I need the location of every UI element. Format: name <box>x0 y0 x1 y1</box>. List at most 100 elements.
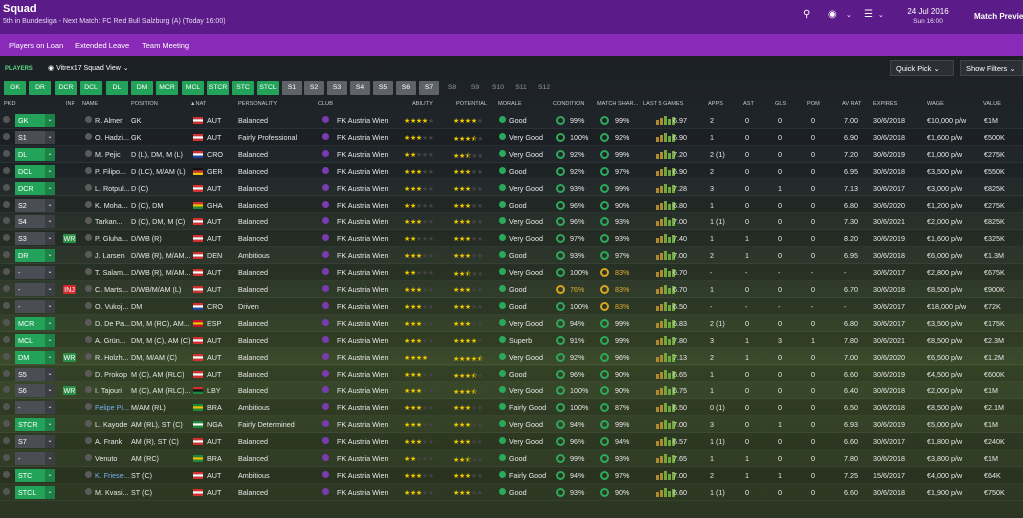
table-row[interactable]: DL ⌄ M. Pejic D (L), DM, M (L) CRO Balanced FK… <box>0 146 1023 163</box>
picked-indicator[interactable] <box>3 116 10 123</box>
table-row[interactable]: - ⌄ Felipe Pi... M/AM (RL) BRA Ambitious FK Au… <box>0 399 1023 417</box>
picked-indicator[interactable] <box>3 217 10 225</box>
column-header[interactable]: ▲NAT <box>190 101 207 107</box>
club-name[interactable]: FK Austria Wien <box>337 234 389 244</box>
player-name[interactable]: R. Almer <box>95 116 123 125</box>
club-name[interactable]: FK Austria Wien <box>337 437 389 447</box>
player-name[interactable]: D. De Pa... <box>95 318 131 328</box>
club-name[interactable]: FK Austria Wien <box>337 403 389 413</box>
player-name[interactable]: P. Filipo... <box>95 166 127 176</box>
selection-dropdown[interactable]: STCL ⌄ <box>15 485 55 499</box>
picked-indicator[interactable] <box>3 420 10 428</box>
filter-dr[interactable]: DR <box>29 81 51 95</box>
column-header[interactable]: ABILITY <box>412 101 433 107</box>
column-header[interactable]: MATCH SHAR... <box>597 101 639 107</box>
picked-indicator[interactable] <box>3 200 10 208</box>
player-name[interactable]: A. Grün... <box>95 335 126 345</box>
club-name[interactable]: FK Austria Wien <box>337 183 389 193</box>
player-info-icon[interactable] <box>85 200 92 208</box>
player-info-icon[interactable] <box>85 285 92 292</box>
club-name[interactable]: FK Austria Wien <box>337 318 389 328</box>
table-row[interactable]: MCL ⌄ A. Grün... DM, M (C), AM (C) AUT Balanc… <box>0 331 1023 349</box>
table-row[interactable]: S7 ⌄ A. Frank AM (R), ST (C) AUT Balanced FK A… <box>0 433 1023 450</box>
column-header[interactable]: CONDITION <box>553 101 585 107</box>
chevron-down-icon[interactable]: ⌄ <box>878 12 884 19</box>
club-name[interactable]: FK Austria Wien <box>337 335 389 345</box>
column-header[interactable]: EXPIRES <box>873 101 898 107</box>
club-name[interactable]: FK Austria Wien <box>337 470 389 480</box>
player-name[interactable]: O. Vukoj... <box>95 301 129 311</box>
picked-indicator[interactable] <box>3 183 10 191</box>
player-info-icon[interactable] <box>85 487 92 495</box>
table-row[interactable]: MCR ⌄ D. De Pa... DM, M (RC), AM... ESP Balan… <box>0 315 1023 332</box>
table-row[interactable]: S1 ⌄ O. Hadzi... GK AUT Fairly Professional FK… <box>0 128 1023 146</box>
selection-dropdown[interactable]: - ⌄ <box>15 283 55 296</box>
selection-dropdown[interactable]: S7 ⌄ <box>15 435 55 449</box>
column-header[interactable]: POSITION <box>131 101 158 107</box>
player-info-icon[interactable] <box>85 420 92 428</box>
selection-dropdown[interactable]: S1 ⌄ <box>15 130 55 144</box>
selection-dropdown[interactable]: STC ⌄ <box>15 468 55 482</box>
picked-indicator[interactable] <box>3 403 10 411</box>
picked-indicator[interactable] <box>3 369 10 377</box>
selection-dropdown[interactable]: GK ⌄ <box>15 114 55 127</box>
picked-indicator[interactable] <box>3 166 10 174</box>
player-info-icon[interactable] <box>85 149 92 157</box>
tab-team-meeting[interactable]: Team Meeting <box>142 41 190 50</box>
player-info-icon[interactable] <box>85 251 92 259</box>
selection-dropdown[interactable]: DCR ⌄ <box>15 181 55 195</box>
table-row[interactable]: S6 ⌄ WR I. Tajouri M (C), AM (RLC)... LBY Bala… <box>0 382 1023 400</box>
club-name[interactable]: FK Austria Wien <box>337 268 389 278</box>
picked-indicator[interactable] <box>3 285 10 292</box>
globe-icon[interactable]: ◉ <box>828 9 837 20</box>
picked-indicator[interactable] <box>3 234 10 242</box>
club-name[interactable]: FK Austria Wien <box>337 285 389 294</box>
table-row[interactable]: DCL ⌄ P. Filipo... D (LC), M/AM (L) GER Balan… <box>0 162 1023 180</box>
selection-dropdown[interactable]: STCR ⌄ <box>15 418 55 432</box>
club-name[interactable]: FK Austria Wien <box>337 217 389 227</box>
club-name[interactable]: FK Austria Wien <box>337 352 389 362</box>
show-filters-button[interactable]: Show Filters ⌄ <box>960 60 1023 76</box>
column-header[interactable]: AV RAT <box>842 101 862 107</box>
view-selector[interactable]: ◉ Vitrex17 Squad View ⌄ <box>48 65 129 72</box>
player-name[interactable]: P. Gluha... <box>95 234 129 244</box>
player-name[interactable]: Venuto <box>95 454 118 463</box>
player-info-icon[interactable] <box>85 470 92 478</box>
club-name[interactable]: FK Austria Wien <box>337 166 389 176</box>
filter-s8[interactable]: S8 <box>447 84 457 91</box>
selection-dropdown[interactable]: - ⌄ <box>15 401 55 415</box>
table-row[interactable]: - ⌄ T. Salam... D/WB (R), M/AM... AUT Balance… <box>0 264 1023 281</box>
filter-s6[interactable]: S6 <box>396 81 416 95</box>
filter-s7[interactable]: S7 <box>419 81 439 95</box>
player-name[interactable]: C. Marts... <box>95 285 129 294</box>
selection-dropdown[interactable]: S5 ⌄ <box>15 367 55 381</box>
menu-icon[interactable]: ☰ <box>864 9 873 20</box>
player-info-icon[interactable] <box>85 352 92 360</box>
selection-dropdown[interactable]: DM ⌄ <box>15 350 55 364</box>
table-row[interactable]: - ⌄ Venuto AM (RC) BRA Balanced FK Austria Wie… <box>0 450 1023 467</box>
player-info-icon[interactable] <box>85 234 92 242</box>
selection-dropdown[interactable]: - ⌄ <box>15 266 55 280</box>
picked-indicator[interactable] <box>3 149 10 157</box>
filter-s2[interactable]: S2 <box>304 81 324 95</box>
player-info-icon[interactable] <box>85 335 92 343</box>
filter-s11[interactable]: S11 <box>515 84 527 91</box>
filter-dm[interactable]: DM <box>131 81 153 95</box>
player-info-icon[interactable] <box>85 268 92 276</box>
filter-stcl[interactable]: STCL <box>257 81 279 95</box>
table-row[interactable]: S3 ⌄ WR P. Gluha... D/WB (R) AUT Balanced FK Au… <box>0 230 1023 248</box>
picked-indicator[interactable] <box>3 301 10 309</box>
club-name[interactable]: FK Austria Wien <box>337 454 389 463</box>
club-name[interactable]: FK Austria Wien <box>337 251 389 261</box>
player-info-icon[interactable] <box>85 403 92 411</box>
player-name[interactable]: M. Kvasi... <box>95 487 129 497</box>
player-name[interactable]: M. Pejic <box>95 149 121 159</box>
player-name[interactable]: D. Prokop <box>95 369 127 379</box>
player-info-icon[interactable] <box>85 217 92 225</box>
filter-gk[interactable]: GK <box>4 81 26 95</box>
filter-s12[interactable]: S12 <box>537 84 551 91</box>
continue-button[interactable]: Match Previe <box>974 12 1023 21</box>
picked-indicator[interactable] <box>3 251 10 259</box>
column-header[interactable]: GLS <box>775 101 787 107</box>
picked-indicator[interactable] <box>3 437 10 445</box>
